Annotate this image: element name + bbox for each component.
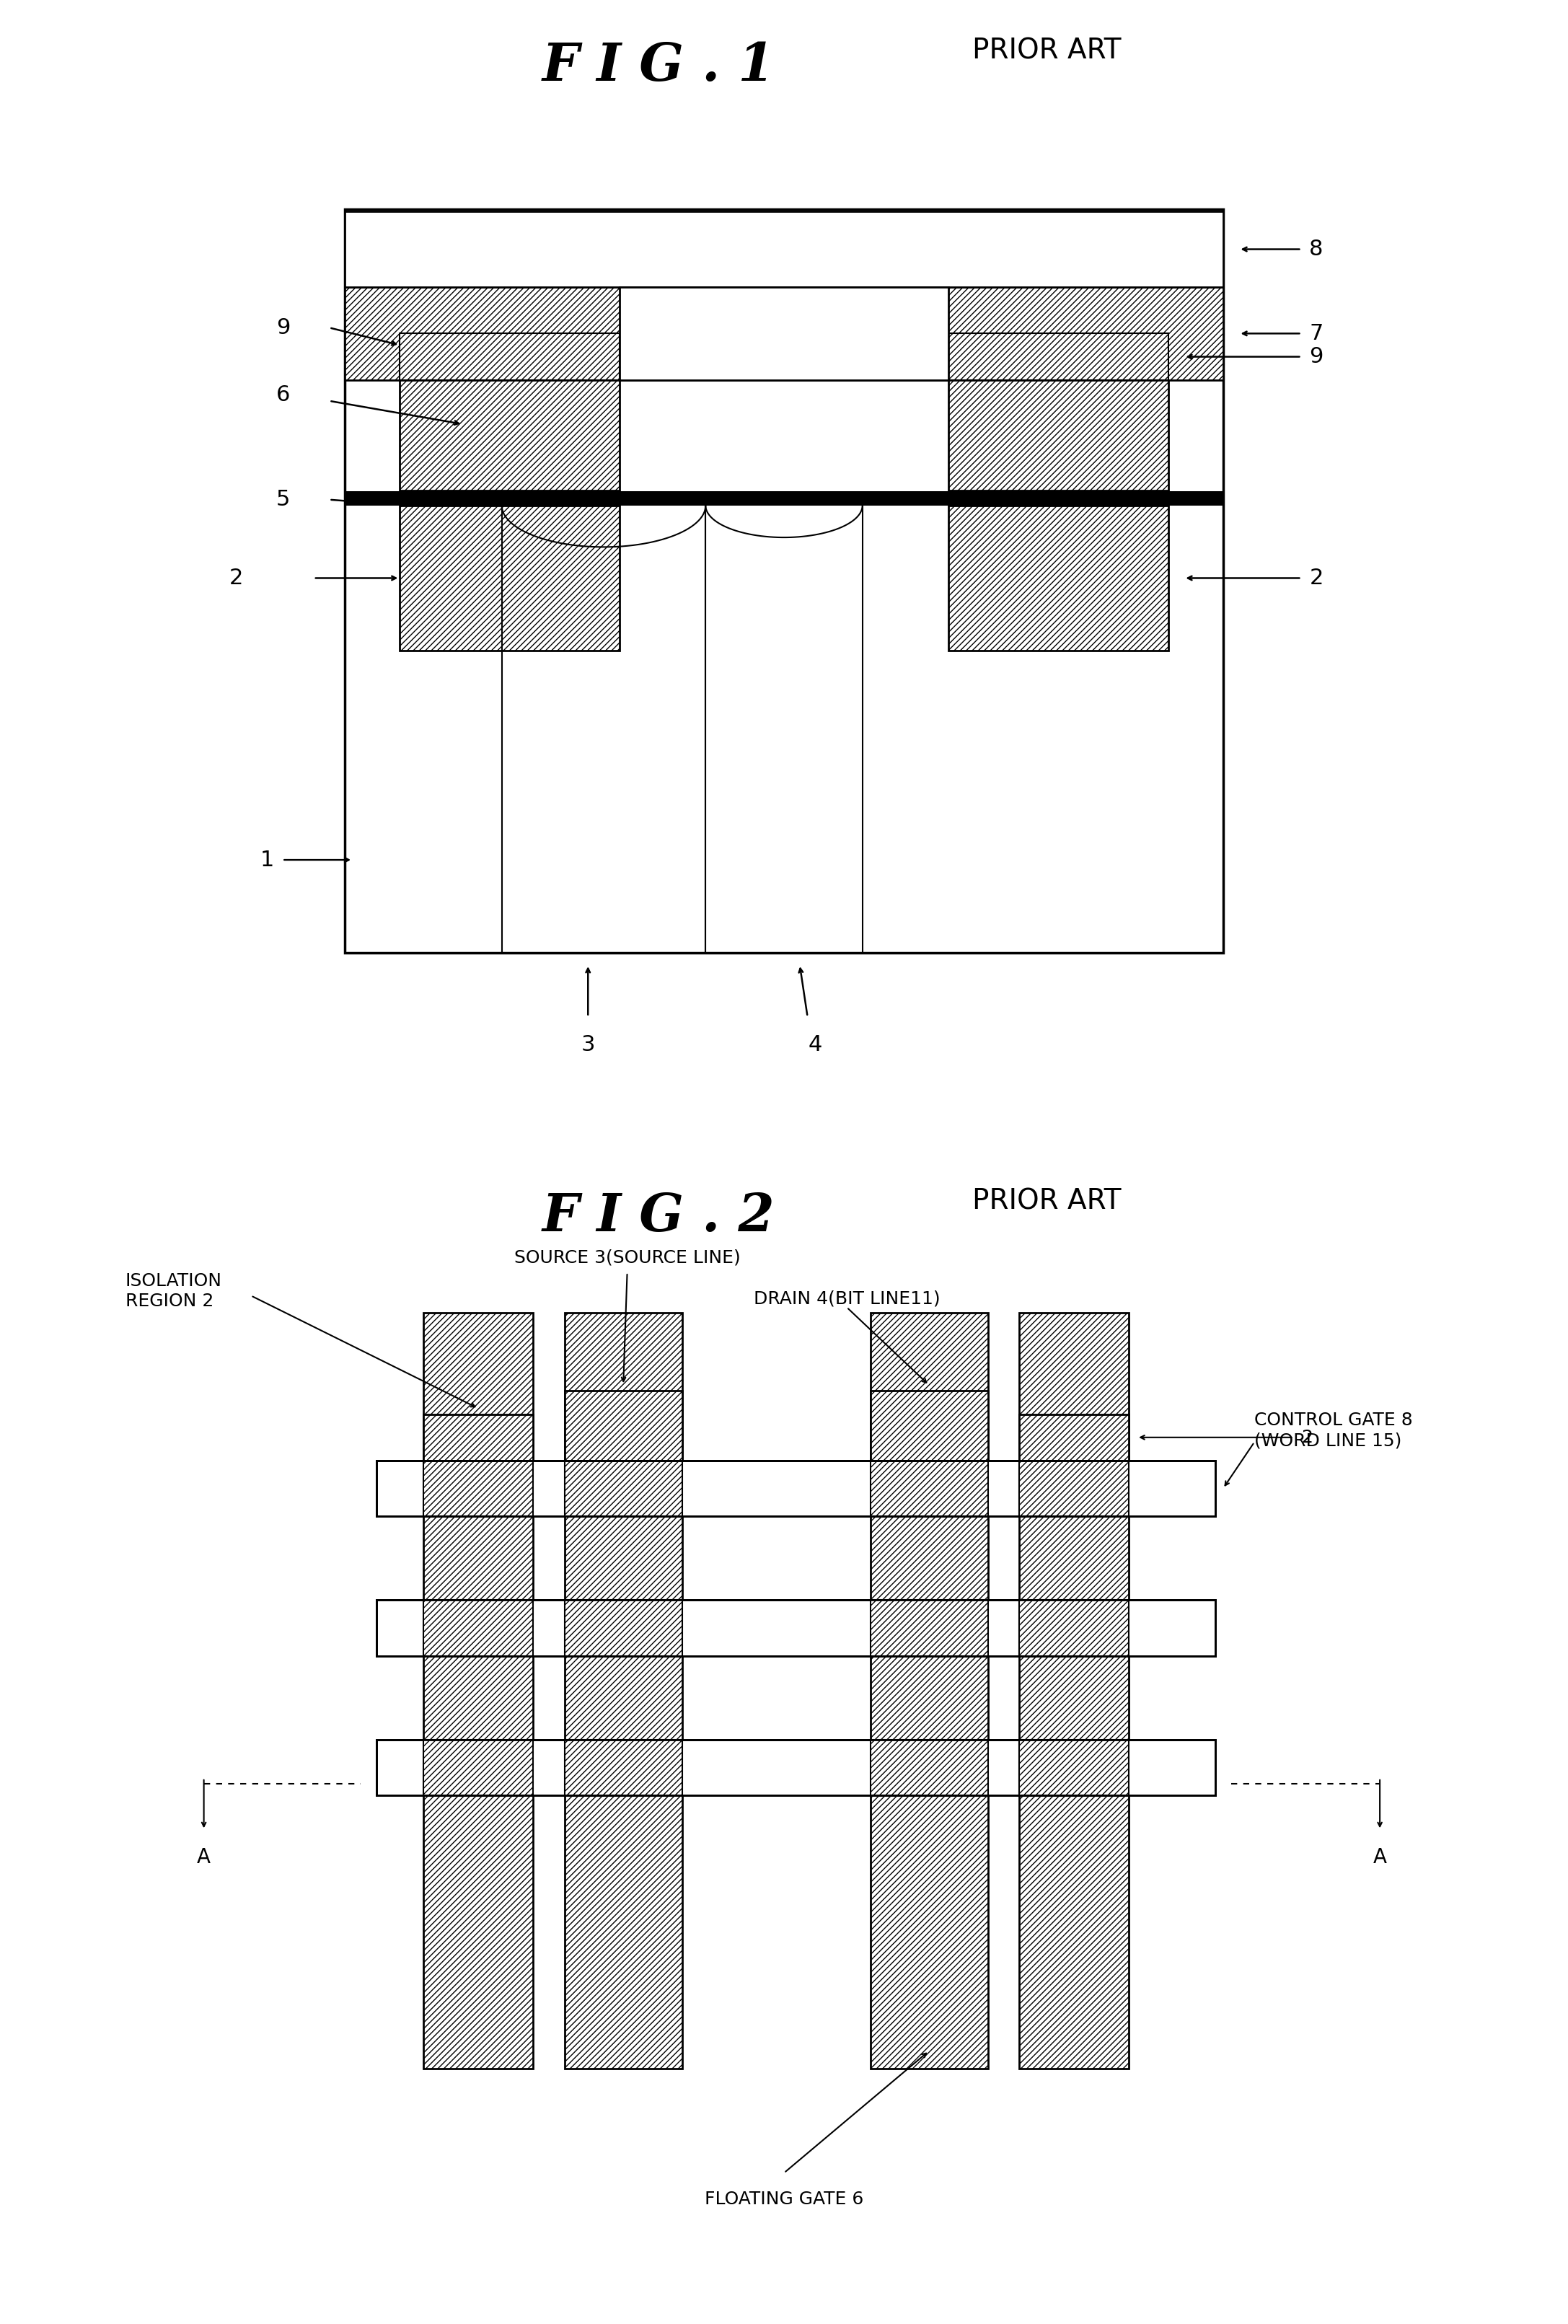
Bar [1019, 1738, 1129, 1794]
Text: 6: 6 [276, 383, 290, 407]
Text: F I G . 1: F I G . 1 [543, 42, 775, 93]
Text: 2: 2 [1301, 1429, 1312, 1446]
Bar [400, 379, 619, 490]
Text: PRIOR ART: PRIOR ART [972, 37, 1121, 65]
Text: ISOLATION
REGION 2: ISOLATION REGION 2 [125, 1271, 223, 1311]
Bar [870, 1599, 988, 1655]
Text: 9: 9 [276, 316, 290, 339]
Bar [376, 1599, 1215, 1655]
Bar [1019, 1599, 1129, 1655]
Bar [1019, 1413, 1129, 1462]
Text: 4: 4 [809, 1034, 822, 1055]
Bar [870, 1390, 988, 1462]
Text: SOURCE 3(SOURCE LINE): SOURCE 3(SOURCE LINE) [514, 1248, 740, 1267]
Bar [1019, 1313, 1129, 2068]
Text: 9: 9 [1309, 346, 1323, 367]
Bar [870, 1313, 988, 2068]
Text: A: A [198, 1848, 210, 1868]
Text: 2: 2 [229, 567, 243, 588]
Bar [564, 1462, 682, 1518]
Text: 1: 1 [260, 848, 274, 872]
Bar [345, 209, 1223, 953]
Bar [376, 1738, 1215, 1794]
Bar [564, 1738, 682, 1794]
Bar [870, 1738, 988, 1794]
Bar [423, 1738, 533, 1794]
Bar [949, 379, 1168, 490]
Text: 5: 5 [276, 488, 290, 511]
Text: 3: 3 [582, 1034, 594, 1055]
Text: F I G . 2: F I G . 2 [543, 1190, 775, 1243]
Bar [345, 493, 1223, 504]
Bar [345, 286, 1223, 379]
Bar [345, 211, 1223, 288]
Text: 2: 2 [1309, 567, 1323, 588]
Bar [1019, 1462, 1129, 1518]
Bar [619, 286, 949, 379]
Bar [949, 332, 1168, 379]
Bar [376, 1462, 1215, 1518]
Bar [423, 1462, 533, 1518]
Bar [423, 1413, 533, 1462]
Text: DRAIN 4(BIT LINE11): DRAIN 4(BIT LINE11) [754, 1290, 939, 1306]
Text: CONTROL GATE 8
(WORD LINE 15): CONTROL GATE 8 (WORD LINE 15) [1254, 1411, 1413, 1450]
Bar [564, 1390, 682, 1462]
Text: FLOATING GATE 6: FLOATING GATE 6 [704, 2189, 864, 2208]
Bar [564, 1313, 682, 2068]
Bar [870, 1462, 988, 1518]
Text: PRIOR ART: PRIOR ART [972, 1188, 1121, 1215]
Text: 7: 7 [1309, 323, 1323, 344]
Text: 8: 8 [1309, 239, 1323, 260]
Bar [423, 1313, 533, 2068]
Bar [423, 1599, 533, 1655]
Text: A: A [1374, 1848, 1386, 1868]
Bar [400, 332, 619, 379]
Bar [564, 1599, 682, 1655]
Bar [949, 504, 1168, 651]
Bar [400, 504, 619, 651]
